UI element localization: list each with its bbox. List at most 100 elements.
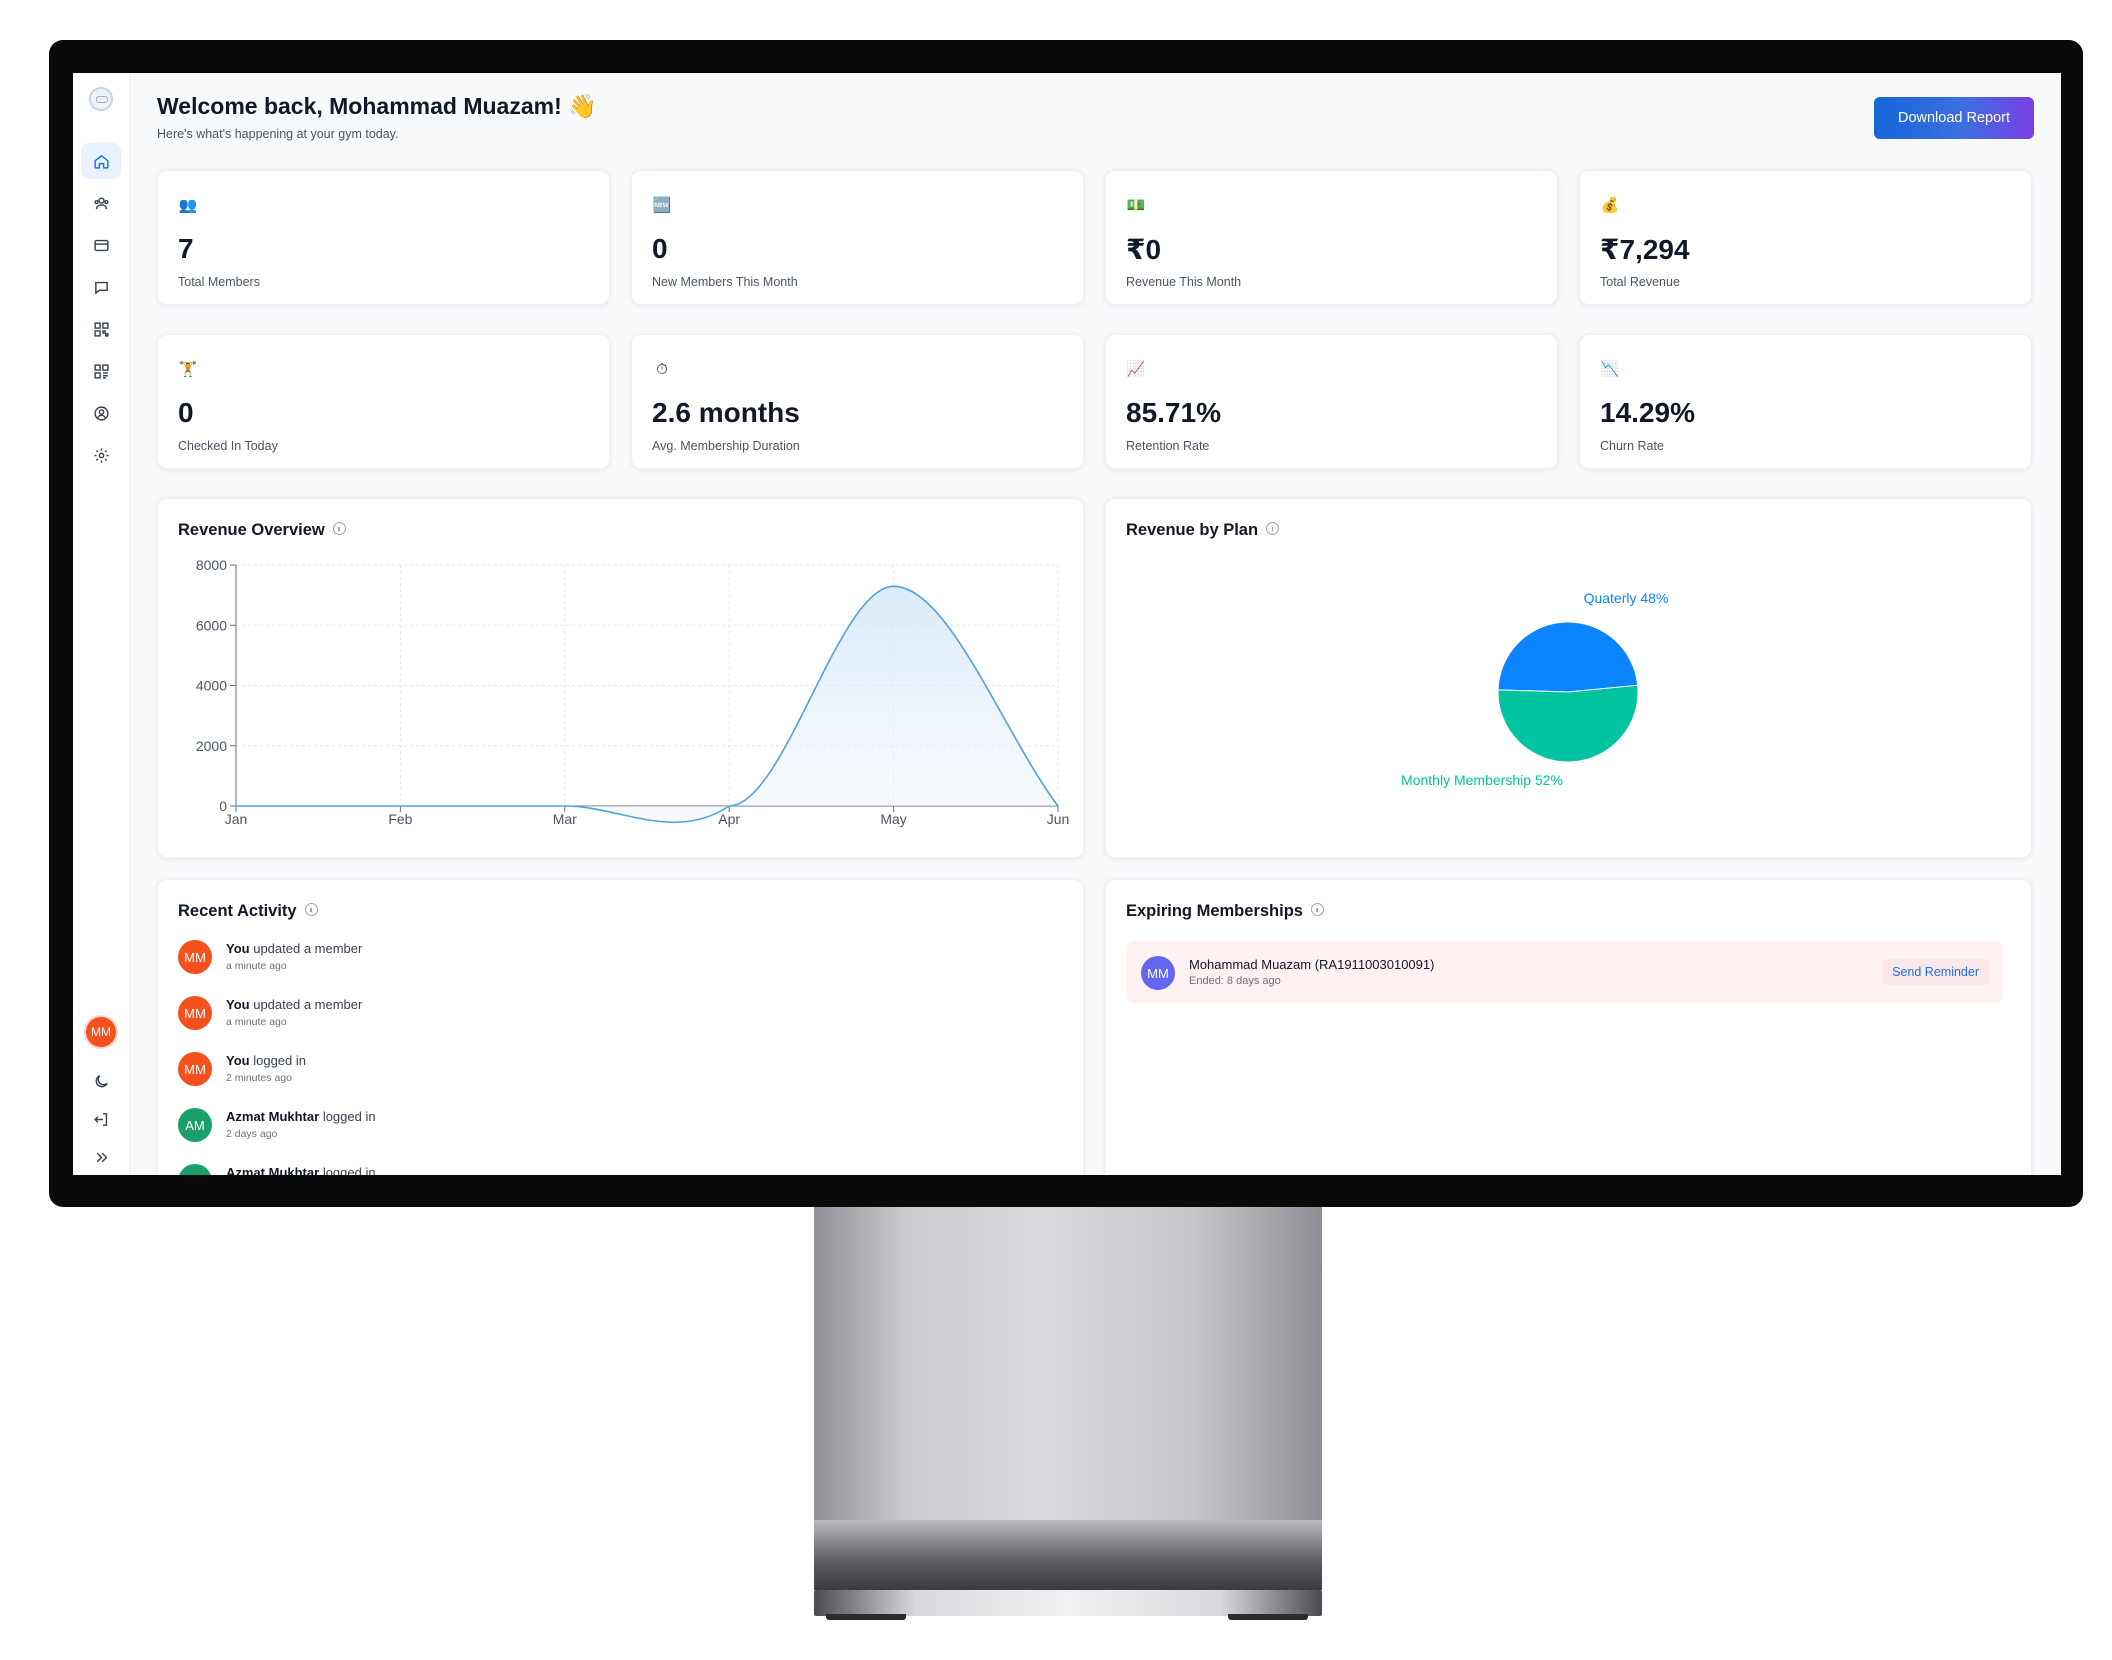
sidebar-item-members[interactable]	[81, 185, 121, 221]
revenue-by-plan-panel: Revenue by Plan Quaterly 48% Monthly Memb…	[1105, 498, 2032, 858]
qr-scan-icon	[93, 363, 109, 379]
profile-icon	[93, 405, 109, 421]
chart-down-icon: 📉	[1600, 361, 1620, 378]
home-icon	[93, 154, 109, 169]
moon-icon	[95, 1074, 108, 1087]
stat-value: 0	[178, 397, 194, 428]
y-tick-label: 8000	[196, 557, 227, 573]
pie-label: Quaterly 48%	[1584, 590, 1669, 606]
info-icon[interactable]	[1266, 522, 1280, 536]
chevrons-right-icon	[96, 1152, 107, 1162]
stat-card-avg-duration: ⏱ 2.6 months Avg. Membership Duration	[631, 334, 1084, 469]
recent-activity-panel: Recent Activity MM You updated a member …	[157, 879, 1084, 1175]
gear-icon	[93, 447, 109, 463]
activity-action: updated a member	[253, 997, 363, 1012]
stat-label: Total Revenue	[1600, 275, 1680, 289]
avatar: MM	[178, 940, 212, 974]
panel-title: Revenue by Plan	[1126, 521, 1259, 539]
sidebar-item-messages[interactable]	[81, 269, 121, 305]
sidebar: MM	[73, 73, 130, 1175]
activity-time: a minute ago	[226, 1016, 287, 1028]
y-tick-label: 0	[219, 798, 227, 814]
chart-series	[235, 585, 1059, 824]
chart-ticks: 0 2000 4000 6000 8000 Jan Feb Mar Apr May Jun	[196, 557, 1069, 827]
activity-text: Azmat Mukhtar logged in	[226, 1165, 376, 1175]
money-bag-icon: 💰	[1600, 197, 1620, 214]
stat-card-total-revenue: 💰 ₹7,294 Total Revenue	[1579, 170, 2032, 305]
panel-title-wrap: Revenue by Plan	[1126, 521, 1280, 540]
member-name: Mohammad Muazam (RA1911003010091)	[1189, 957, 1435, 972]
info-icon[interactable]	[304, 903, 318, 917]
monitor-stand	[814, 1200, 1322, 1590]
members-icon	[93, 196, 109, 209]
card-icon	[93, 239, 109, 251]
stat-value: ₹0	[1126, 234, 1162, 265]
activity-item: MM You logged in 2 minutes ago	[178, 1052, 778, 1092]
pie-slice-quaterly[interactable]	[1497, 621, 1639, 693]
stat-label: Checked In Today	[178, 439, 278, 453]
sidebar-item-checkin[interactable]	[81, 353, 121, 389]
sidebar-item-qr[interactable]	[81, 311, 121, 347]
activity-item: AM Azmat Mukhtar logged in	[178, 1164, 778, 1175]
panel-title-wrap: Expiring Memberships	[1126, 902, 1324, 921]
avatar: MM	[178, 1052, 212, 1086]
info-icon[interactable]	[1310, 903, 1324, 917]
expand-sidebar-button[interactable]	[81, 1139, 121, 1175]
panel-title: Recent Activity	[178, 902, 297, 920]
send-reminder-button[interactable]: Send Reminder	[1882, 959, 1989, 985]
page-title: Welcome back, Mohammad Muazam! 👋	[157, 93, 597, 119]
panel-title-wrap: Recent Activity	[178, 902, 318, 921]
series-line	[235, 585, 1059, 824]
stat-value: ₹7,294	[1600, 234, 1690, 265]
info-icon[interactable]	[332, 522, 346, 536]
x-tick-label: Mar	[553, 811, 577, 827]
logout-button[interactable]	[81, 1101, 121, 1137]
activity-actor: You	[226, 1053, 250, 1068]
revenue-pie-chart: Quaterly 48% Monthly Membership 52%	[1401, 590, 1669, 788]
qr-code-icon	[93, 321, 109, 337]
x-tick-label: Apr	[718, 811, 740, 827]
activity-actor: You	[226, 997, 250, 1012]
sidebar-item-payments[interactable]	[81, 227, 121, 263]
stat-label: New Members This Month	[652, 275, 798, 289]
panel-title: Revenue Overview	[178, 521, 325, 539]
activity-actor: Azmat Mukhtar	[226, 1109, 320, 1124]
activity-text: You logged in	[226, 1053, 306, 1068]
x-tick-label: Jun	[1047, 811, 1070, 827]
logo	[89, 87, 113, 111]
stat-card-revenue-month: 💵 ₹0 Revenue This Month	[1105, 170, 1558, 305]
logout-icon	[93, 1112, 107, 1126]
y-tick-label: 2000	[196, 738, 227, 754]
activity-time: a minute ago	[226, 960, 287, 972]
activity-action: updated a member	[253, 941, 363, 956]
chart-up-icon: 📈	[1126, 361, 1146, 378]
expiring-row: MM Mohammad Muazam (RA1911003010091) End…	[1126, 941, 2003, 1003]
theme-toggle[interactable]	[81, 1063, 121, 1099]
stat-label: Avg. Membership Duration	[652, 439, 800, 453]
user-avatar[interactable]: MM	[86, 1017, 116, 1047]
sidebar-item-profile[interactable]	[81, 395, 121, 431]
screen: MM Welcome back, Mohammad Muazam! 👋 Here…	[73, 73, 2061, 1175]
expiring-memberships-panel: Expiring Memberships MM Mohammad Muazam …	[1105, 879, 2032, 1175]
stat-card-churn: 📉 14.29% Churn Rate	[1579, 334, 2032, 469]
stat-label: Total Members	[178, 275, 260, 289]
sidebar-item-home[interactable]	[81, 143, 121, 179]
sidebar-item-settings[interactable]	[81, 437, 121, 473]
stat-value: 85.71%	[1126, 397, 1221, 428]
activity-actor: Azmat Mukhtar	[226, 1165, 320, 1175]
members-icon: 👥	[178, 197, 198, 214]
activity-item: MM You updated a member a minute ago	[178, 940, 778, 980]
download-report-button[interactable]: Download Report	[1874, 97, 2034, 139]
monitor-foot	[1228, 1614, 1308, 1620]
activity-actor: You	[226, 941, 250, 956]
stopwatch-icon: ⏱	[656, 360, 668, 378]
stat-value: 14.29%	[1600, 397, 1695, 428]
stat-value: 0	[652, 233, 668, 264]
x-tick-label: May	[880, 811, 906, 827]
activity-text: Azmat Mukhtar logged in	[226, 1109, 376, 1124]
y-tick-label: 4000	[196, 678, 227, 694]
pie-slice-monthly-membership[interactable]	[1497, 684, 1639, 763]
monitor-stand-base	[814, 1590, 1322, 1616]
monitor-foot	[826, 1614, 906, 1620]
stat-card-total-members: 👥 7 Total Members	[157, 170, 610, 305]
